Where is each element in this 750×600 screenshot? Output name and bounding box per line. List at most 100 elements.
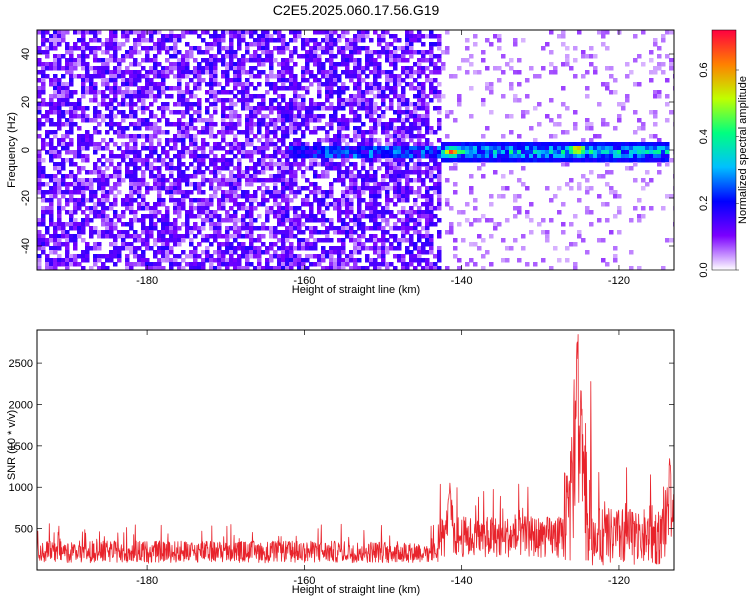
heatmap-cell bbox=[245, 154, 250, 159]
heatmap-cell bbox=[541, 158, 546, 163]
heatmap-cell bbox=[113, 50, 118, 55]
heatmap-cell bbox=[261, 50, 266, 55]
heatmap-cell bbox=[345, 230, 350, 235]
heatmap-cell bbox=[265, 178, 270, 183]
heatmap-cell bbox=[145, 190, 150, 195]
heatmap-cell bbox=[97, 66, 102, 71]
heatmap-cell bbox=[317, 190, 322, 195]
heatmap-cell bbox=[153, 186, 158, 191]
heatmap-cell bbox=[265, 58, 270, 63]
heatmap-cell bbox=[81, 110, 86, 115]
heatmap-cell bbox=[201, 170, 206, 175]
heatmap-cell bbox=[285, 258, 290, 263]
heatmap-cell bbox=[65, 234, 70, 239]
heatmap-cell bbox=[413, 38, 418, 43]
heatmap-cell bbox=[245, 266, 250, 270]
heatmap-cell bbox=[85, 178, 90, 183]
heatmap-cell bbox=[425, 234, 430, 239]
heatmap-cell bbox=[641, 154, 646, 159]
heatmap-cell bbox=[529, 150, 534, 155]
heatmap-cell bbox=[297, 218, 302, 223]
heatmap-cell bbox=[333, 146, 338, 151]
heatmap-cell bbox=[417, 178, 422, 183]
heatmap-cell bbox=[445, 202, 450, 207]
heatmap-cell bbox=[349, 250, 354, 255]
heatmap-cell bbox=[345, 134, 350, 139]
heatmap-cell bbox=[421, 82, 426, 87]
heatmap-cell bbox=[105, 258, 110, 263]
heatmap-cell bbox=[617, 114, 622, 119]
heatmap-cell bbox=[345, 150, 350, 155]
heatmap-cell bbox=[41, 198, 46, 203]
heatmap-cell bbox=[93, 74, 98, 79]
heatmap-cell bbox=[133, 186, 138, 191]
heatmap-cell bbox=[345, 234, 350, 239]
heatmap-cell bbox=[505, 158, 510, 163]
heatmap-cell bbox=[417, 170, 422, 175]
heatmap-cell bbox=[161, 38, 166, 43]
heatmap-cell bbox=[157, 130, 162, 135]
heatmap-cell bbox=[265, 42, 270, 47]
heatmap-cell bbox=[397, 210, 402, 215]
heatmap-cell bbox=[225, 234, 230, 239]
heatmap-cell bbox=[413, 242, 418, 247]
heatmap-cell bbox=[449, 150, 454, 155]
heatmap-cell bbox=[341, 246, 346, 251]
heatmap-cell bbox=[521, 166, 526, 171]
heatmap-cell bbox=[165, 238, 170, 243]
heatmap-cell bbox=[261, 242, 266, 247]
heatmap-cell bbox=[173, 66, 178, 71]
heatmap-cell bbox=[69, 74, 74, 79]
heatmap-cell bbox=[61, 142, 66, 147]
heatmap-cell bbox=[65, 90, 70, 95]
heatmap-cell bbox=[69, 126, 74, 131]
heatmap-cell bbox=[305, 62, 310, 67]
heatmap-cell bbox=[197, 110, 202, 115]
heatmap-cell bbox=[121, 118, 126, 123]
heatmap-cell bbox=[125, 70, 130, 75]
heatmap-cell bbox=[417, 218, 422, 223]
heatmap-cell bbox=[101, 42, 106, 47]
heatmap-cell bbox=[365, 202, 370, 207]
heatmap-cell bbox=[61, 38, 66, 43]
heatmap-cell bbox=[61, 234, 66, 239]
heatmap-cell bbox=[337, 138, 342, 143]
heatmap-cell bbox=[257, 94, 262, 99]
heatmap-cell bbox=[353, 82, 358, 87]
heatmap-cell bbox=[365, 30, 370, 35]
heatmap-cell bbox=[221, 154, 226, 159]
heatmap-cell bbox=[201, 174, 206, 179]
heatmap-cell bbox=[505, 218, 510, 223]
heatmap-cell bbox=[37, 150, 42, 155]
heatmap-cell bbox=[93, 166, 98, 171]
heatmap-cell bbox=[369, 210, 374, 215]
heatmap-cell bbox=[393, 246, 398, 251]
heatmap-cell bbox=[97, 58, 102, 63]
heatmap-cell bbox=[201, 30, 206, 35]
heatmap-cell bbox=[93, 30, 98, 35]
heatmap-cell bbox=[301, 262, 306, 267]
heatmap-cell bbox=[293, 62, 298, 67]
heatmap-cell bbox=[53, 54, 58, 59]
heatmap-cell bbox=[145, 78, 150, 83]
heatmap-cell bbox=[393, 178, 398, 183]
heatmap-cell bbox=[385, 170, 390, 175]
heatmap-cell bbox=[605, 86, 610, 91]
heatmap-cell bbox=[309, 158, 314, 163]
heatmap-cell bbox=[321, 194, 326, 199]
heatmap-cell bbox=[233, 178, 238, 183]
heatmap-cell bbox=[345, 30, 350, 35]
heatmap-cell bbox=[325, 150, 330, 155]
heatmap-cell bbox=[365, 58, 370, 63]
heatmap-cell bbox=[145, 82, 150, 87]
heatmap-cell bbox=[105, 122, 110, 127]
heatmap-cell bbox=[129, 186, 134, 191]
heatmap-cell bbox=[421, 182, 426, 187]
heatmap-cell bbox=[253, 178, 258, 183]
heatmap-cell bbox=[305, 146, 310, 151]
heatmap-cell bbox=[349, 162, 354, 167]
heatmap-cell bbox=[93, 82, 98, 87]
heatmap-cell bbox=[281, 78, 286, 83]
heatmap-cell bbox=[413, 218, 418, 223]
heatmap-cell bbox=[217, 146, 222, 151]
